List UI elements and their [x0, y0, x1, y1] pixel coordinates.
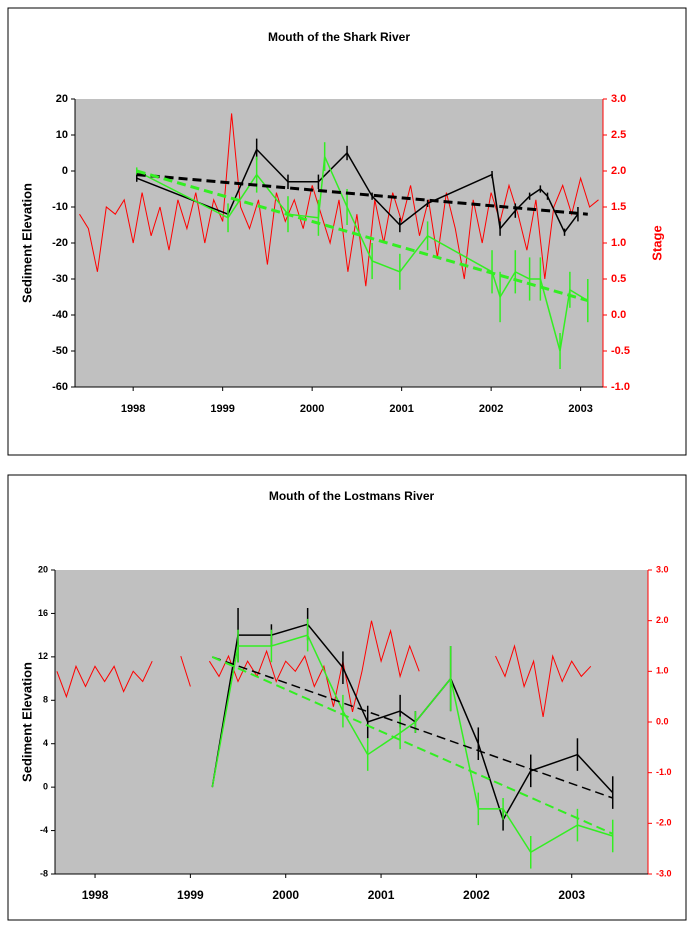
chart-title: Mouth of the Shark River [268, 30, 410, 44]
y-axis-label: Sediment Elevation [19, 662, 34, 782]
x-tick-label: 2001 [389, 403, 413, 415]
x-tick-label: 2001 [368, 888, 395, 902]
trend-line [211, 655, 614, 835]
y2-tick-label: -1.0 [611, 381, 630, 393]
y2-tick-label: 0.0 [611, 309, 626, 321]
y-tick-label: -50 [52, 345, 68, 357]
y2-tick-label: -3.0 [656, 868, 672, 878]
y2-tick-label: 2.0 [611, 165, 626, 177]
y-tick-label: 20 [56, 93, 68, 105]
x-tick-label: 1999 [177, 888, 204, 902]
y2-tick-label: 1.0 [611, 237, 626, 249]
x-tick-label: 2000 [272, 888, 299, 902]
y-tick-label: -60 [52, 381, 68, 393]
x-tick-label: 2002 [479, 403, 503, 415]
y-tick-label: 4 [43, 738, 48, 748]
y-tick-label: -8 [40, 868, 48, 878]
x-tick-label: 1998 [121, 403, 145, 415]
y-tick-label: -10 [52, 201, 68, 213]
y2-tick-label: 1.5 [611, 201, 626, 213]
trend-line [136, 169, 589, 303]
elevation-line [136, 153, 589, 352]
y-axis-label: Sediment Elevation [19, 183, 34, 303]
chart-title: Mouth of the Lostmans River [269, 489, 435, 503]
y-tick-label: -40 [52, 309, 68, 321]
y-tick-label: 0 [62, 165, 68, 177]
y-tick-label: 0 [43, 782, 48, 792]
y2-tick-label: 3.0 [656, 564, 669, 574]
x-tick-label: 2003 [558, 888, 585, 902]
y2-axis-label: Stage [649, 225, 664, 260]
y2-tick-label: 0.5 [611, 273, 626, 285]
y-tick-label: -30 [52, 273, 68, 285]
x-tick-label: 2002 [463, 888, 490, 902]
trend-line [212, 656, 613, 799]
y2-tick-label: 3.0 [611, 93, 626, 105]
y2-tick-label: -0.5 [611, 345, 630, 357]
x-tick-label: 1998 [82, 888, 109, 902]
y-tick-label: 8 [43, 695, 48, 705]
plot-area [55, 570, 648, 874]
elevation-line [211, 634, 613, 854]
y-tick-label: 20 [38, 564, 48, 574]
y2-tick-label: 2.5 [611, 129, 626, 141]
y2-tick-label: -1.0 [656, 767, 672, 777]
y2-tick-label: 1.0 [656, 666, 669, 676]
y-tick-label: 16 [38, 608, 48, 618]
y-tick-label: 10 [56, 129, 68, 141]
y2-tick-label: 0.0 [656, 716, 669, 726]
elevation-line [211, 623, 614, 822]
trend-line [136, 173, 588, 216]
plot-area [75, 99, 603, 387]
x-tick-label: 1999 [210, 403, 234, 415]
stage-line [56, 620, 592, 717]
stage-line [79, 113, 599, 287]
y2-tick-label: -2.0 [656, 818, 672, 828]
y2-tick-label: 2.0 [656, 615, 669, 625]
y-tick-label: -20 [52, 237, 68, 249]
y-tick-label: 12 [38, 651, 48, 661]
x-tick-label: 2000 [300, 403, 324, 415]
y-tick-label: -4 [40, 825, 48, 835]
x-tick-label: 2003 [568, 403, 592, 415]
